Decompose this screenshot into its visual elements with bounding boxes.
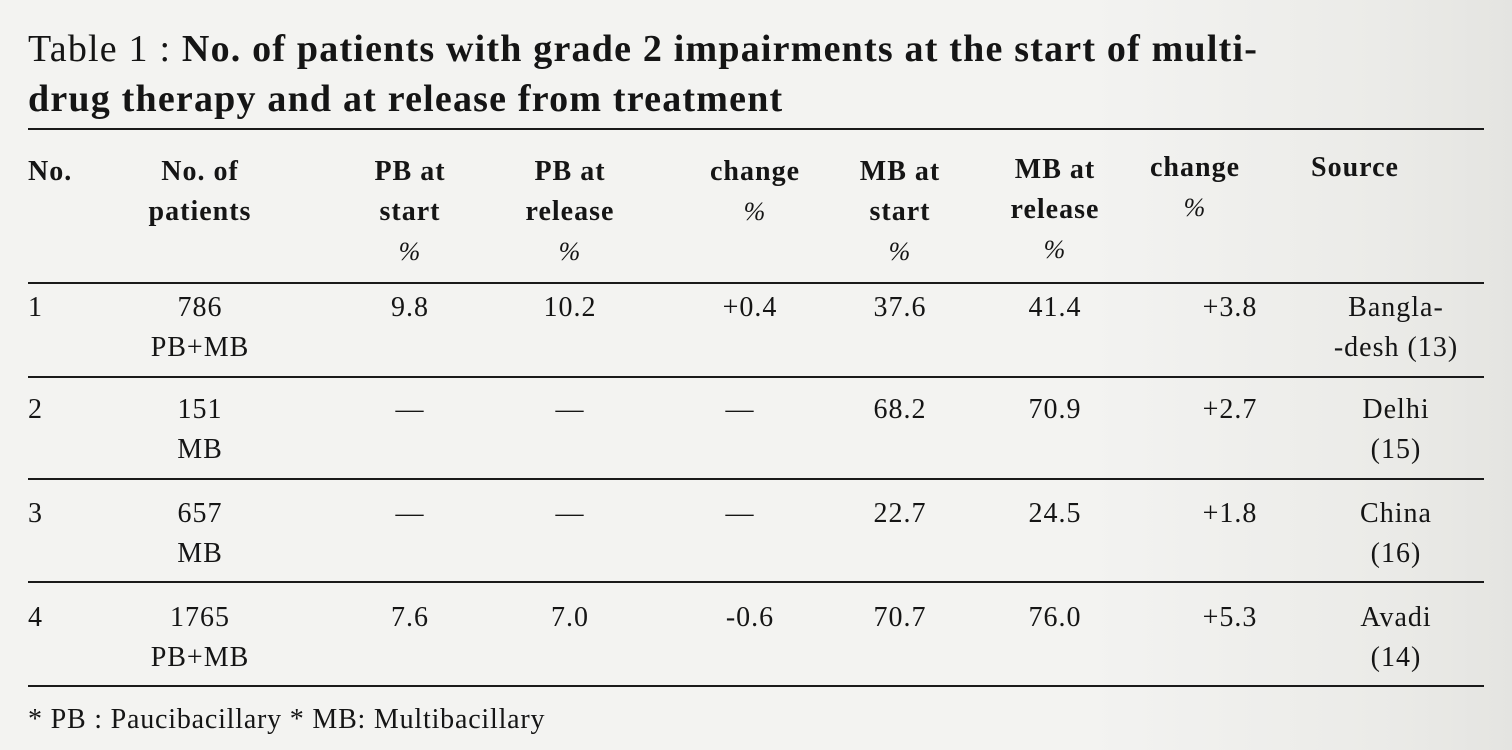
row-divider-1 — [28, 376, 1484, 378]
row1-pb-release: 10.2 — [543, 292, 597, 323]
row2-mb-start: 68.2 — [873, 394, 927, 425]
row2-patients: 151 MB — [177, 394, 223, 465]
scan-texture — [1092, 0, 1512, 750]
row4-mb-change: +5.3 — [1202, 602, 1258, 633]
row1-mb-release: 41.4 — [1028, 292, 1082, 323]
row2-mb-release: 70.9 — [1028, 394, 1082, 425]
row4-pb-change: -0.6 — [725, 602, 775, 633]
row3-source: China (16) — [1360, 498, 1432, 569]
header-pb-release: PB at release % — [525, 156, 615, 266]
row2-pb-start: — — [395, 394, 425, 425]
row1-pb-start: 9.8 — [391, 292, 429, 323]
header-source: Source — [1311, 152, 1399, 183]
table-title-lead: Table 1 : — [28, 28, 172, 70]
row1-mb-change: +3.8 — [1202, 292, 1258, 323]
table-title: Table 1 : No. of patients with grade 2 i… — [28, 24, 1488, 124]
row1-patients: 786 PB+MB — [150, 292, 250, 363]
row1-pb-change: +0.4 — [722, 292, 778, 323]
header-bottom-rule — [28, 282, 1484, 284]
header-no: No. — [28, 156, 73, 187]
row3-mb-start: 22.7 — [873, 498, 927, 529]
row1-no: 1 — [28, 292, 43, 323]
table-bottom-rule — [28, 685, 1484, 687]
table-top-rule — [28, 128, 1484, 130]
row3-mb-change: +1.8 — [1202, 498, 1258, 529]
row4-pb-release: 7.0 — [551, 602, 589, 633]
row4-patients: 1765 PB+MB — [150, 602, 250, 673]
row2-pb-change: — — [725, 394, 755, 425]
row4-mb-start: 70.7 — [873, 602, 927, 633]
header-pb-change: change % — [710, 156, 800, 226]
row4-pb-start: 7.6 — [391, 602, 429, 633]
row1-mb-start: 37.6 — [873, 292, 927, 323]
header-pb-start: PB at start % — [374, 156, 446, 266]
table-footnote: * PB : Paucibacillary * MB: Multibacilla… — [28, 704, 546, 735]
row-divider-3 — [28, 581, 1484, 583]
row3-no: 3 — [28, 498, 43, 529]
table-title-line1: No. of patients with grade 2 impairments… — [181, 28, 1259, 70]
row4-mb-release: 76.0 — [1028, 602, 1082, 633]
row3-mb-release: 24.5 — [1028, 498, 1082, 529]
row-divider-2 — [28, 478, 1484, 480]
row2-pb-release: — — [555, 394, 585, 425]
row2-no: 2 — [28, 394, 43, 425]
row3-pb-change: — — [725, 498, 755, 529]
row2-mb-change: +2.7 — [1202, 394, 1258, 425]
row1-source: Bangla- -desh (13) — [1333, 292, 1459, 363]
row3-pb-start: — — [395, 498, 425, 529]
header-mb-release: MB at release % — [1010, 154, 1100, 264]
table-title-line2: drug therapy and at release from treatme… — [28, 78, 784, 120]
row3-patients: 657 MB — [177, 498, 223, 569]
row3-pb-release: — — [555, 498, 585, 529]
header-mb-start: MB at start % — [859, 156, 941, 266]
row4-source: Avadi (14) — [1360, 602, 1432, 673]
header-patients: No. of patients — [148, 156, 252, 227]
header-mb-change: change % — [1150, 152, 1240, 222]
row4-no: 4 — [28, 602, 43, 633]
row2-source: Delhi (15) — [1362, 394, 1430, 465]
